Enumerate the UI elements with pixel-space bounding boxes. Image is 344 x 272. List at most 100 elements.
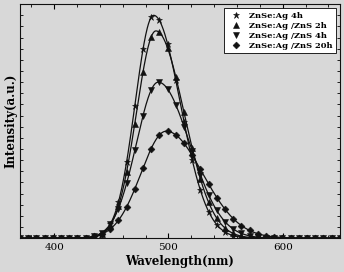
ZnSe:Ag /ZnS 4h	[338, 237, 342, 240]
ZnSe:Ag /ZnS 20h	[330, 237, 334, 240]
ZnSe:Ag 4h	[157, 19, 161, 22]
ZnSe:Ag /ZnS 20h	[264, 234, 268, 237]
ZnSe:Ag /ZnS 4h	[75, 236, 79, 240]
ZnSe:Ag 4h	[174, 79, 178, 82]
ZnSe:Ag /ZnS 4h	[330, 237, 334, 240]
ZnSe:Ag /ZnS 20h	[84, 236, 88, 239]
ZnSe:Ag /ZnS 2h	[174, 75, 178, 78]
Line: ZnSe:Ag /ZnS 2h: ZnSe:Ag /ZnS 2h	[17, 30, 343, 241]
ZnSe:Ag /ZnS 20h	[125, 205, 129, 209]
ZnSe:Ag 4h	[321, 237, 325, 240]
ZnSe:Ag /ZnS 20h	[149, 147, 153, 150]
ZnSe:Ag /ZnS 4h	[297, 237, 301, 240]
ZnSe:Ag /ZnS 2h	[149, 35, 153, 39]
ZnSe:Ag /ZnS 2h	[75, 237, 79, 240]
ZnSe:Ag /ZnS 4h	[289, 237, 293, 240]
ZnSe:Ag /ZnS 4h	[67, 237, 71, 240]
ZnSe:Ag 4h	[223, 230, 227, 234]
ZnSe:Ag /ZnS 4h	[182, 125, 186, 128]
ZnSe:Ag /ZnS 4h	[125, 182, 129, 185]
ZnSe:Ag 4h	[116, 201, 120, 204]
ZnSe:Ag /ZnS 20h	[26, 237, 30, 240]
ZnSe:Ag /ZnS 20h	[174, 133, 178, 137]
ZnSe:Ag /ZnS 4h	[256, 236, 260, 239]
ZnSe:Ag /ZnS 2h	[182, 111, 186, 114]
ZnSe:Ag 4h	[59, 237, 63, 240]
ZnSe:Ag /ZnS 20h	[313, 237, 317, 240]
ZnSe:Ag 4h	[84, 236, 88, 240]
ZnSe:Ag /ZnS 4h	[133, 149, 137, 152]
ZnSe:Ag /ZnS 4h	[223, 220, 227, 223]
ZnSe:Ag /ZnS 2h	[59, 237, 63, 240]
ZnSe:Ag /ZnS 4h	[141, 114, 145, 118]
ZnSe:Ag /ZnS 20h	[108, 227, 112, 231]
ZnSe:Ag /ZnS 2h	[190, 146, 194, 150]
ZnSe:Ag 4h	[18, 237, 22, 240]
ZnSe:Ag /ZnS 2h	[100, 232, 104, 236]
ZnSe:Ag /ZnS 20h	[34, 237, 39, 240]
ZnSe:Ag /ZnS 20h	[59, 237, 63, 240]
ZnSe:Ag 4h	[125, 160, 129, 164]
ZnSe:Ag 4h	[231, 234, 235, 237]
ZnSe:Ag /ZnS 4h	[174, 103, 178, 106]
ZnSe:Ag /ZnS 2h	[321, 237, 325, 240]
ZnSe:Ag 4h	[305, 237, 309, 240]
ZnSe:Ag /ZnS 20h	[157, 133, 161, 137]
ZnSe:Ag /ZnS 20h	[256, 232, 260, 235]
ZnSe:Ag /ZnS 2h	[215, 217, 219, 220]
ZnSe:Ag /ZnS 2h	[231, 232, 235, 235]
ZnSe:Ag /ZnS 20h	[116, 219, 120, 222]
ZnSe:Ag /ZnS 2h	[289, 237, 293, 240]
ZnSe:Ag /ZnS 4h	[305, 237, 309, 240]
ZnSe:Ag /ZnS 4h	[18, 237, 22, 240]
ZnSe:Ag /ZnS 20h	[223, 208, 227, 211]
ZnSe:Ag /ZnS 20h	[141, 166, 145, 170]
ZnSe:Ag 4h	[133, 104, 137, 107]
ZnSe:Ag /ZnS 4h	[215, 209, 219, 212]
ZnSe:Ag /ZnS 2h	[157, 31, 161, 34]
ZnSe:Ag /ZnS 2h	[248, 236, 252, 239]
ZnSe:Ag /ZnS 2h	[338, 237, 342, 240]
ZnSe:Ag 4h	[297, 237, 301, 240]
ZnSe:Ag 4h	[289, 237, 293, 240]
ZnSe:Ag /ZnS 20h	[190, 154, 194, 157]
ZnSe:Ag /ZnS 20h	[92, 235, 96, 238]
ZnSe:Ag /ZnS 20h	[248, 229, 252, 232]
ZnSe:Ag 4h	[338, 237, 342, 240]
ZnSe:Ag /ZnS 4h	[165, 87, 170, 91]
ZnSe:Ag /ZnS 2h	[313, 237, 317, 240]
ZnSe:Ag 4h	[51, 237, 55, 240]
ZnSe:Ag /ZnS 4h	[116, 207, 120, 210]
ZnSe:Ag /ZnS 4h	[321, 237, 325, 240]
ZnSe:Ag /ZnS 2h	[264, 236, 268, 240]
ZnSe:Ag /ZnS 4h	[92, 234, 96, 238]
ZnSe:Ag /ZnS 20h	[198, 168, 203, 171]
ZnSe:Ag 4h	[92, 235, 96, 239]
ZnSe:Ag 4h	[330, 237, 334, 240]
ZnSe:Ag /ZnS 20h	[100, 232, 104, 236]
ZnSe:Ag /ZnS 20h	[321, 237, 325, 240]
ZnSe:Ag /ZnS 20h	[215, 196, 219, 199]
ZnSe:Ag /ZnS 4h	[272, 236, 276, 240]
ZnSe:Ag 4h	[165, 42, 170, 45]
ZnSe:Ag /ZnS 2h	[133, 122, 137, 125]
ZnSe:Ag /ZnS 20h	[43, 237, 47, 240]
ZnSe:Ag 4h	[190, 158, 194, 162]
ZnSe:Ag 4h	[256, 236, 260, 240]
ZnSe:Ag /ZnS 20h	[182, 142, 186, 145]
ZnSe:Ag 4h	[215, 223, 219, 226]
ZnSe:Ag /ZnS 4h	[248, 234, 252, 237]
ZnSe:Ag 4h	[141, 48, 145, 51]
ZnSe:Ag 4h	[280, 237, 284, 240]
ZnSe:Ag /ZnS 2h	[165, 47, 170, 50]
ZnSe:Ag /ZnS 20h	[338, 237, 342, 240]
ZnSe:Ag 4h	[67, 237, 71, 240]
ZnSe:Ag /ZnS 20h	[231, 217, 235, 220]
ZnSe:Ag /ZnS 2h	[223, 226, 227, 230]
ZnSe:Ag 4h	[182, 120, 186, 123]
ZnSe:Ag /ZnS 20h	[18, 237, 22, 240]
ZnSe:Ag /ZnS 20h	[67, 236, 71, 240]
ZnSe:Ag 4h	[264, 237, 268, 240]
ZnSe:Ag 4h	[75, 237, 79, 240]
ZnSe:Ag /ZnS 4h	[313, 237, 317, 240]
